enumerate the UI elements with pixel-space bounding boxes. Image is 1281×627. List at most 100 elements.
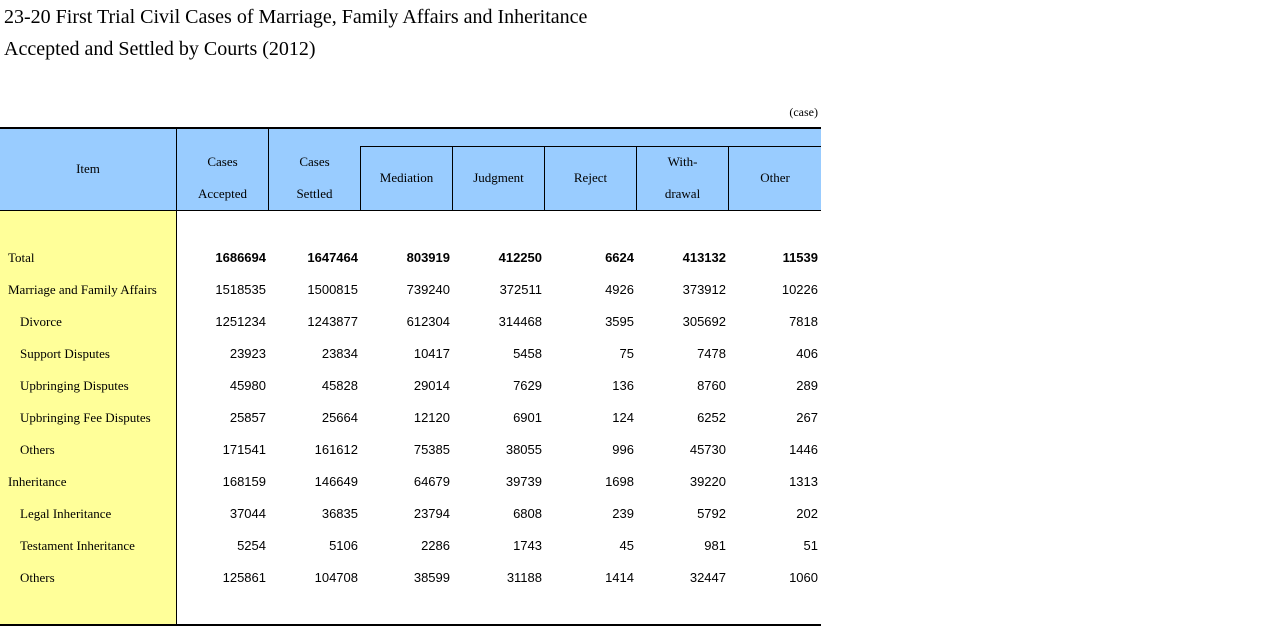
cell-mediation: 23794 [413,506,450,521]
header-other: Other [760,170,790,185]
cell-reject: 996 [612,442,634,457]
cell-other: 1446 [789,442,818,457]
cell-cases-settled: 146649 [314,474,358,489]
header-withdrawal-line2: drawal [664,186,701,201]
cell-judgment: 39739 [505,474,542,489]
cell-withdrawal: 413132 [682,250,726,265]
cell-other: 202 [796,506,818,521]
cell-withdrawal: 39220 [689,474,726,489]
cell-cases-settled: 25664 [321,410,358,425]
page-title: 23-20 First Trial Civil Cases of Marriag… [4,6,588,28]
cell-other: 11539 [782,250,818,265]
cell-mediation: 64679 [413,474,450,489]
table-row: Others 171541 161612 75385 38055 996 45730 1446 [0,434,821,466]
header-cases-accepted-line2: Accepted [197,186,248,201]
cell-judgment: 372511 [499,282,542,297]
cell-cases-settled: 45828 [321,378,358,393]
table-row: Total 1686694 1647464 803919 412250 6624 41313… [0,242,821,274]
cell-cases-settled: 36835 [321,506,358,521]
page-subtitle: Accepted and Settled by Courts (2012) [4,38,316,60]
divider-item-column [176,129,177,624]
cell-cases-accepted: 168159 [222,474,266,489]
header-cases-settled-line1: Cases [299,154,330,169]
row-label: Legal Inheritance [20,506,112,521]
cell-judgment: 7629 [513,378,542,393]
divider-header [360,146,361,211]
row-label: Marriage and Family Affairs [8,282,157,297]
header-cases-accepted-line1: Cases [207,154,238,169]
header-judgment: Judgment [473,170,524,185]
table-top-rule [0,127,821,129]
table-row: Testament Inheritance 5254 5106 2286 1743 45 9… [0,530,821,562]
cell-other: 406 [796,346,818,361]
cell-judgment: 5458 [513,346,542,361]
divider-header [544,146,545,211]
cell-reject: 1414 [605,570,634,585]
table-row: Support Disputes 23923 23834 10417 5458 75 747… [0,338,821,370]
cell-withdrawal: 7478 [697,346,726,361]
row-label: Testament Inheritance [20,538,135,553]
cell-mediation: 29014 [413,378,450,393]
cell-judgment: 31188 [506,570,542,585]
cell-other: 289 [796,378,818,393]
cell-mediation: 739240 [406,282,450,297]
cell-withdrawal: 305692 [682,314,726,329]
row-label: Upbringing Disputes [20,378,129,393]
cell-cases-settled: 1500815 [307,282,358,297]
header-reject: Reject [573,170,608,185]
header-bottom-rule [0,210,821,211]
unit-label: (case) [789,105,818,119]
cell-cases-settled: 161612 [314,442,358,457]
cell-other: 7818 [789,314,818,329]
cell-reject: 6624 [605,250,634,265]
cell-other: 267 [796,410,818,425]
cell-cases-accepted: 23923 [229,346,266,361]
cell-reject: 136 [612,378,634,393]
divider-header [452,146,453,211]
cell-withdrawal: 373912 [682,282,726,297]
cell-cases-settled: 1243877 [307,314,358,329]
header-item: Item [76,161,100,176]
divider-header [268,129,269,211]
cell-cases-settled: 23834 [321,346,358,361]
row-label: Others [20,442,55,457]
table-row: Others 125861 104708 38599 31188 1414 32447 106… [0,562,821,594]
cell-judgment: 314468 [498,314,542,329]
cell-cases-accepted: 125861 [222,570,266,585]
header-mediation: Mediation [379,170,434,185]
cell-cases-settled: 1647464 [307,250,358,265]
header-withdrawal-line1: With- [667,154,698,169]
cell-cases-accepted: 1518535 [215,282,266,297]
cell-mediation: 38599 [413,570,450,585]
cell-mediation: 10417 [413,346,450,361]
cell-reject: 75 [619,346,634,361]
row-label: Inheritance [8,474,67,489]
cell-cases-accepted: 5254 [237,538,266,553]
cell-judgment: 412250 [498,250,542,265]
cell-cases-settled: 104708 [314,570,358,585]
cell-cases-accepted: 25857 [229,410,266,425]
cell-reject: 1698 [605,474,634,489]
row-label: Support Disputes [20,346,110,361]
cell-judgment: 1743 [513,538,542,553]
cell-cases-accepted: 45980 [229,378,266,393]
row-label: Divorce [20,314,62,329]
item-column-background [0,211,176,624]
table-bottom-rule [0,624,821,626]
cell-withdrawal: 45730 [689,442,726,457]
row-label: Total [8,250,35,265]
cell-other: 1060 [789,570,818,585]
cell-reject: 3595 [605,314,634,329]
cell-judgment: 6901 [513,410,542,425]
cell-reject: 124 [612,410,634,425]
cell-reject: 45 [619,538,634,553]
row-label: Others [20,570,55,585]
settled-breakdown-rule [360,146,821,147]
cell-mediation: 2286 [421,538,450,553]
table-row: Legal Inheritance 37044 36835 23794 6808 239 5… [0,498,821,530]
table-row: Marriage and Family Affairs 1518535 150081… [0,274,821,306]
cell-withdrawal: 8760 [697,378,726,393]
cell-mediation: 612304 [406,314,450,329]
cell-mediation: 12120 [413,410,450,425]
row-label: Upbringing Fee Disputes [20,410,151,425]
